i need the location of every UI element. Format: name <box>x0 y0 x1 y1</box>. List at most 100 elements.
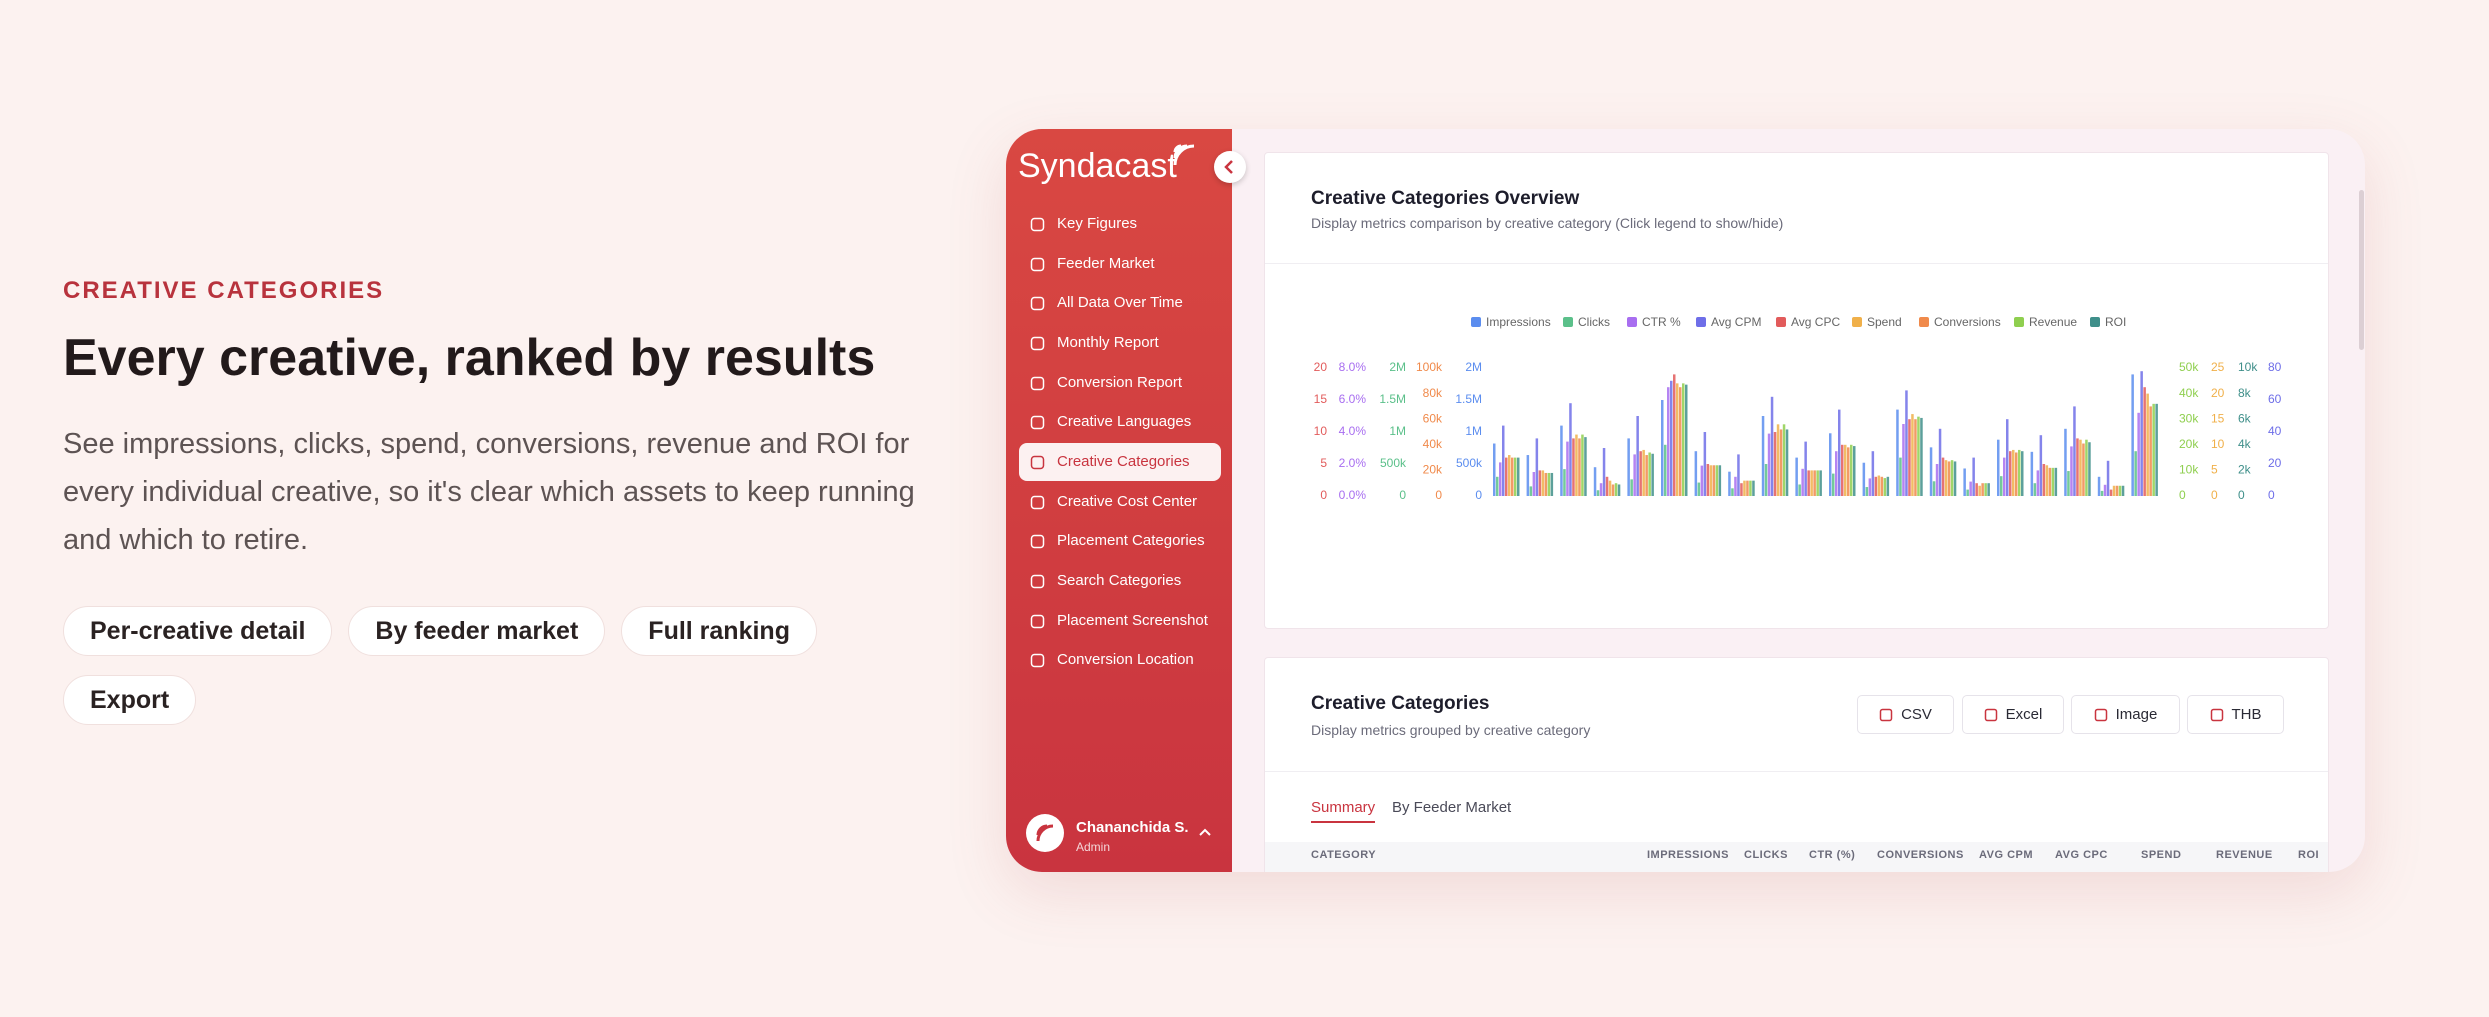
bar <box>1709 465 1713 496</box>
nav-label: Conversion Location <box>1057 651 1194 668</box>
legend-label[interactable]: Spend <box>1867 315 1902 329</box>
legend-label[interactable]: Avg CPM <box>1711 315 1761 329</box>
bar <box>1599 483 1603 496</box>
bar <box>2146 393 2149 496</box>
bar <box>1813 470 1816 496</box>
axis-tick-label: 2M <box>1465 360 1482 374</box>
legend-label[interactable]: CTR % <box>1642 315 1681 329</box>
bar <box>1700 465 1704 496</box>
axis-tick-label: 0 <box>1435 488 1442 502</box>
column-header[interactable]: SPEND <box>2141 849 2182 861</box>
bar <box>1636 416 1639 496</box>
bar <box>1761 416 1765 496</box>
nav-item[interactable]: Placement Categories <box>1019 522 1221 560</box>
bar <box>1819 470 1822 496</box>
legend-swatch[interactable] <box>1696 317 1706 327</box>
column-header[interactable]: AVG CPM <box>1979 849 2034 861</box>
legend-label[interactable]: Conversions <box>1934 315 2001 329</box>
axis-tick-label: 0 <box>2211 488 2218 502</box>
card-title: Creative Categories <box>1311 693 1490 714</box>
axis-tick-label: 100k <box>1416 360 1443 374</box>
column-header[interactable]: ROI <box>2298 849 2320 861</box>
collapse-button[interactable] <box>1214 151 1246 183</box>
legend-label[interactable]: Impressions <box>1486 315 1551 329</box>
app-screenshot: Syndacast Chananchida S. Admin Key Figur… <box>1006 129 2365 872</box>
axis-tick-label: 1.5M <box>1455 392 1482 406</box>
bar <box>2036 470 2040 496</box>
bar <box>1938 428 1942 496</box>
bar <box>1633 454 1636 496</box>
nav-label: Key Figures <box>1057 215 1138 232</box>
nav-item[interactable]: Conversion Location <box>1019 641 1221 679</box>
legend-swatch[interactable] <box>1919 317 1929 327</box>
bar <box>2118 485 2122 496</box>
tab[interactable]: By Feeder Market <box>1392 799 1512 816</box>
bar <box>1642 449 1645 496</box>
legend-label[interactable]: Avg CPC <box>1791 315 1840 329</box>
bar <box>1608 480 1612 496</box>
bar <box>2000 476 2003 496</box>
legend-swatch[interactable] <box>1471 317 1481 327</box>
column-header[interactable]: REVENUE <box>2216 849 2273 861</box>
axis-tick-label: 8k <box>2238 386 2252 400</box>
bar <box>1511 457 1514 496</box>
bar <box>2012 449 2015 496</box>
bar <box>1697 482 1701 496</box>
bar <box>1981 483 1984 496</box>
nav-item[interactable]: Placement Screenshot <box>1019 602 1221 640</box>
bar <box>1737 454 1740 496</box>
bar <box>1899 457 1902 496</box>
user-menu-chevron[interactable] <box>1198 827 1212 837</box>
nav-item[interactable]: Creative Categories <box>1019 443 1221 481</box>
export-button[interactable]: Excel <box>1962 695 2064 734</box>
bar <box>1776 424 1780 496</box>
nav-label: Feeder Market <box>1057 255 1155 272</box>
legend-swatch[interactable] <box>1852 317 1862 327</box>
nav-icon <box>1030 574 1045 589</box>
bar <box>1752 480 1755 496</box>
legend-swatch[interactable] <box>2090 317 2100 327</box>
column-header[interactable]: AVG CPC <box>2055 849 2108 861</box>
scrollbar[interactable] <box>2359 190 2364 350</box>
legend-swatch[interactable] <box>2014 317 2024 327</box>
export-button[interactable]: CSV <box>1857 695 1954 734</box>
bar <box>2076 438 2079 496</box>
nav-item[interactable]: All Data Over Time <box>1019 284 1221 322</box>
column-header[interactable]: CLICKS <box>1744 849 1788 861</box>
nav-icon <box>1030 257 1045 272</box>
nav-item[interactable]: Creative Languages <box>1019 403 1221 441</box>
legend-swatch[interactable] <box>1627 317 1637 327</box>
axis-tick-label: 6k <box>2238 411 2252 425</box>
export-button[interactable]: THB <box>2187 695 2284 734</box>
nav-icon <box>1030 455 1045 470</box>
legend-swatch[interactable] <box>1776 317 1786 327</box>
nav-item[interactable]: Feeder Market <box>1019 245 1221 283</box>
legend-swatch[interactable] <box>1563 317 1573 327</box>
nav-item[interactable]: Key Figures <box>1019 205 1221 243</box>
bar <box>1673 374 1676 496</box>
nav-item[interactable]: Monthly Report <box>1019 324 1221 362</box>
column-header[interactable]: CTR (%) <box>1809 849 1856 861</box>
axis-tick-label: 50k <box>2179 360 2199 374</box>
bar <box>1517 457 1520 496</box>
bar <box>2030 451 2034 496</box>
legend-label[interactable]: Revenue <box>2029 315 2077 329</box>
legend-label[interactable]: Clicks <box>1578 315 1610 329</box>
nav-item[interactable]: Conversion Report <box>1019 364 1221 402</box>
axis-tick-label: 0.0% <box>1339 488 1367 502</box>
bar <box>1801 468 1804 496</box>
nav-item[interactable]: Search Categories <box>1019 562 1221 600</box>
user-name: Chananchida S. <box>1076 819 1189 836</box>
axis-tick-label: 0 <box>2179 488 2186 502</box>
bar <box>2064 428 2067 496</box>
column-header[interactable]: IMPRESSIONS <box>1647 849 1729 861</box>
export-button[interactable]: Image <box>2071 695 2180 734</box>
tab[interactable]: Summary <box>1311 799 1376 823</box>
bar <box>1679 387 1682 496</box>
nav-item[interactable]: Creative Cost Center <box>1019 483 1221 521</box>
legend-label[interactable]: ROI <box>2105 315 2126 329</box>
column-header[interactable]: CATEGORY <box>1311 849 1377 861</box>
bar <box>1572 438 1575 496</box>
column-header[interactable]: CONVERSIONS <box>1877 849 1964 861</box>
bar <box>1718 465 1722 496</box>
